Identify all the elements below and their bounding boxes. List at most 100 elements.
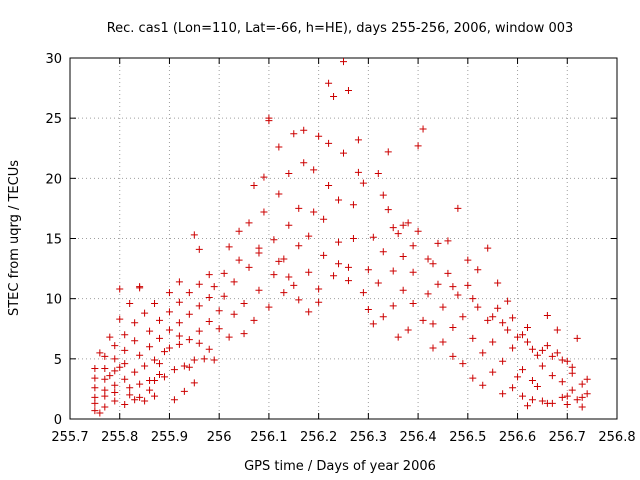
data-point	[136, 283, 144, 291]
data-point	[315, 132, 323, 140]
data-point	[101, 386, 109, 394]
data-point	[235, 227, 243, 235]
data-point	[389, 267, 397, 275]
data-point	[449, 283, 457, 291]
data-point	[444, 269, 452, 277]
data-point	[344, 277, 352, 285]
data-point	[548, 352, 556, 360]
data-point	[429, 260, 437, 268]
data-point	[310, 166, 318, 174]
data-point	[404, 326, 412, 334]
data-point	[116, 363, 124, 371]
data-point	[255, 286, 263, 294]
data-point	[349, 201, 357, 209]
data-point	[509, 314, 517, 322]
data-point	[195, 339, 203, 347]
data-point	[379, 191, 387, 199]
data-point	[389, 224, 397, 232]
plot-frame	[69, 57, 618, 420]
data-point	[160, 373, 168, 381]
data-point	[543, 399, 551, 407]
data-point	[528, 376, 536, 384]
data-point	[195, 280, 203, 288]
data-point	[136, 351, 144, 359]
data-point	[344, 86, 352, 94]
data-point	[131, 396, 139, 404]
data-point	[340, 58, 347, 66]
data-point	[429, 344, 437, 352]
x-tick-label: 256.8	[598, 430, 635, 445]
data-point	[315, 298, 323, 306]
data-point	[519, 366, 527, 374]
data-point	[389, 302, 397, 310]
data-point	[116, 285, 124, 293]
data-point	[141, 362, 149, 370]
data-point	[364, 266, 372, 274]
data-point	[464, 256, 472, 264]
data-point	[528, 345, 536, 353]
data-point	[553, 326, 561, 334]
data-point	[538, 362, 546, 370]
data-point	[185, 336, 193, 344]
data-point	[106, 372, 114, 380]
data-point	[121, 346, 129, 354]
data-point	[116, 315, 124, 323]
data-point	[325, 139, 333, 147]
data-point	[359, 289, 367, 297]
data-point	[514, 373, 522, 381]
data-point	[195, 327, 203, 335]
data-point	[240, 299, 248, 307]
data-point	[434, 280, 442, 288]
data-point	[359, 179, 367, 187]
data-point	[394, 230, 402, 238]
data-point	[205, 293, 213, 301]
data-point	[225, 333, 233, 341]
data-point	[250, 316, 258, 324]
data-point	[165, 308, 173, 316]
data-point	[489, 368, 497, 376]
data-point	[459, 360, 467, 368]
data-point	[424, 255, 432, 263]
data-point	[414, 142, 422, 150]
data-point	[364, 305, 372, 313]
data-point	[449, 324, 457, 332]
data-point	[340, 149, 347, 157]
data-point	[210, 356, 218, 364]
data-point	[230, 310, 238, 318]
data-point	[131, 368, 139, 376]
data-point	[141, 397, 149, 405]
data-point	[519, 331, 527, 339]
data-point	[509, 384, 517, 392]
data-point	[160, 348, 168, 356]
data-point	[369, 320, 377, 328]
data-point	[494, 279, 502, 287]
data-point	[131, 319, 139, 327]
data-point	[275, 257, 283, 265]
data-point	[379, 248, 387, 256]
data-point	[131, 337, 139, 345]
data-point	[180, 362, 188, 370]
data-point	[91, 407, 99, 415]
data-point	[454, 291, 462, 299]
data-point	[91, 364, 99, 372]
data-point	[439, 338, 447, 346]
data-point	[523, 402, 531, 410]
data-point	[558, 378, 566, 386]
x-tick-label: 256.5	[449, 430, 486, 445]
data-point	[573, 396, 581, 404]
data-point	[563, 401, 571, 409]
data-point	[563, 357, 571, 365]
data-point	[558, 393, 566, 401]
data-point	[285, 221, 293, 229]
data-point	[409, 268, 417, 276]
y-tick-label: 10	[45, 293, 62, 308]
data-point	[295, 242, 303, 250]
data-point	[180, 387, 188, 395]
data-point	[285, 273, 293, 281]
data-point	[344, 263, 352, 271]
data-point	[225, 243, 233, 251]
data-point	[175, 319, 183, 327]
data-point	[96, 409, 104, 417]
data-point	[434, 239, 442, 247]
data-point	[489, 338, 497, 346]
